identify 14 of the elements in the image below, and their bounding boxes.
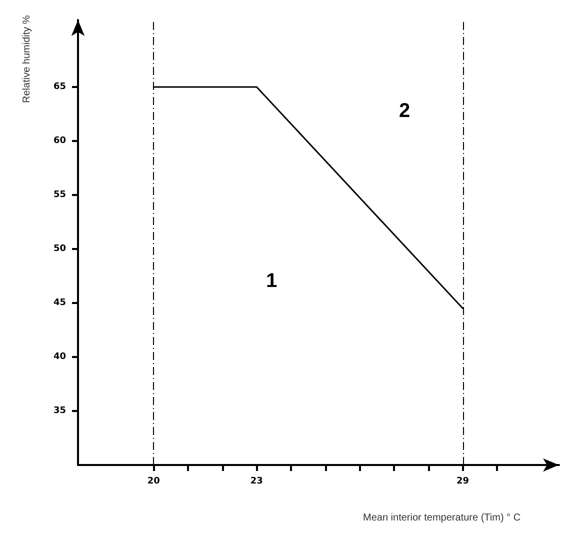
y-tick-label: 35 bbox=[53, 406, 66, 416]
y-tick-label: 50 bbox=[53, 244, 66, 254]
y-tick-label: 55 bbox=[53, 190, 66, 200]
annotation: 1 bbox=[266, 270, 278, 292]
x-tick-label: 20 bbox=[147, 476, 160, 486]
y-tick-label: 60 bbox=[53, 136, 66, 146]
x-tick-label: 23 bbox=[250, 476, 263, 486]
y-tick-label: 65 bbox=[53, 82, 66, 92]
annotation: 2 bbox=[399, 100, 410, 122]
y-tick-label: 40 bbox=[53, 352, 66, 362]
x-axis-title: Mean interior temperature (Tim) ° C bbox=[363, 512, 521, 524]
x-tick-label: 29 bbox=[456, 476, 470, 486]
y-axis-title: Relative humidity % bbox=[22, 15, 32, 103]
y-tick-label: 45 bbox=[53, 298, 66, 308]
